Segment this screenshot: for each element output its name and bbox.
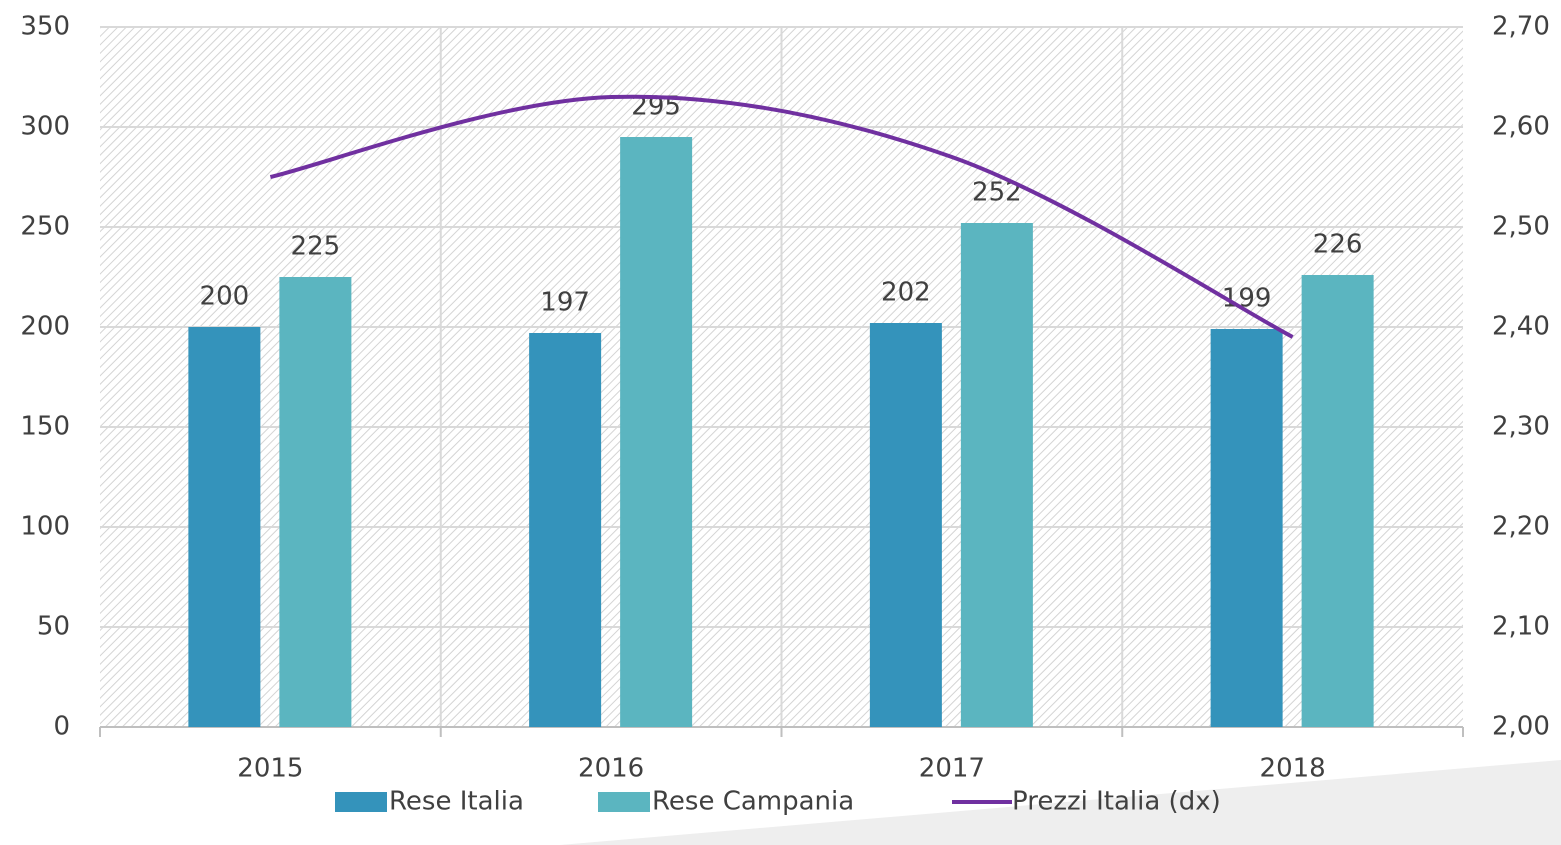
y-tick-label: 100 — [20, 512, 70, 542]
y2-tick-label: 2,60 — [1492, 112, 1550, 142]
bar — [1210, 329, 1283, 727]
bar — [960, 223, 1033, 727]
y2-tick-label: 2,30 — [1492, 412, 1550, 442]
legend-label: Prezzi Italia (dx) — [1012, 787, 1221, 817]
y2-tick-label: 2,20 — [1492, 512, 1550, 542]
legend-label: Rese Campania — [652, 787, 854, 817]
bar — [279, 277, 352, 727]
legend-label: Rese Italia — [389, 787, 524, 817]
x-tick-label: 2015 — [237, 754, 303, 784]
y2-tick-label: 2,10 — [1492, 612, 1550, 642]
y-tick-label: 150 — [20, 412, 70, 442]
y2-tick-label: 2,70 — [1492, 12, 1550, 42]
legend-swatch — [335, 792, 387, 812]
y-tick-label: 200 — [20, 312, 70, 342]
y-tick-label: 50 — [37, 612, 70, 642]
y-tick-label: 350 — [20, 12, 70, 42]
bar — [620, 137, 693, 727]
y2-tick-label: 2,50 — [1492, 212, 1550, 242]
data-label: 226 — [1313, 230, 1363, 260]
bar — [529, 333, 602, 727]
y2-tick-label: 2,40 — [1492, 312, 1550, 342]
decoration — [560, 760, 1561, 845]
line — [269, 94, 1294, 339]
y-tick-label: 250 — [20, 212, 70, 242]
y-tick-label: 300 — [20, 112, 70, 142]
x-tick-label: 2016 — [578, 754, 644, 784]
x-tick-label: 2017 — [919, 754, 985, 784]
legend-swatch — [598, 792, 650, 812]
data-label: 197 — [540, 288, 590, 318]
data-label: 225 — [291, 232, 341, 262]
data-label: 202 — [881, 278, 931, 308]
bar — [188, 327, 261, 727]
y-tick-label: 0 — [53, 712, 70, 742]
data-label: 200 — [200, 282, 250, 312]
bar — [1301, 275, 1374, 727]
x-tick-label: 2018 — [1260, 754, 1326, 784]
bar — [869, 323, 942, 727]
y2-tick-label: 2,00 — [1492, 712, 1550, 742]
